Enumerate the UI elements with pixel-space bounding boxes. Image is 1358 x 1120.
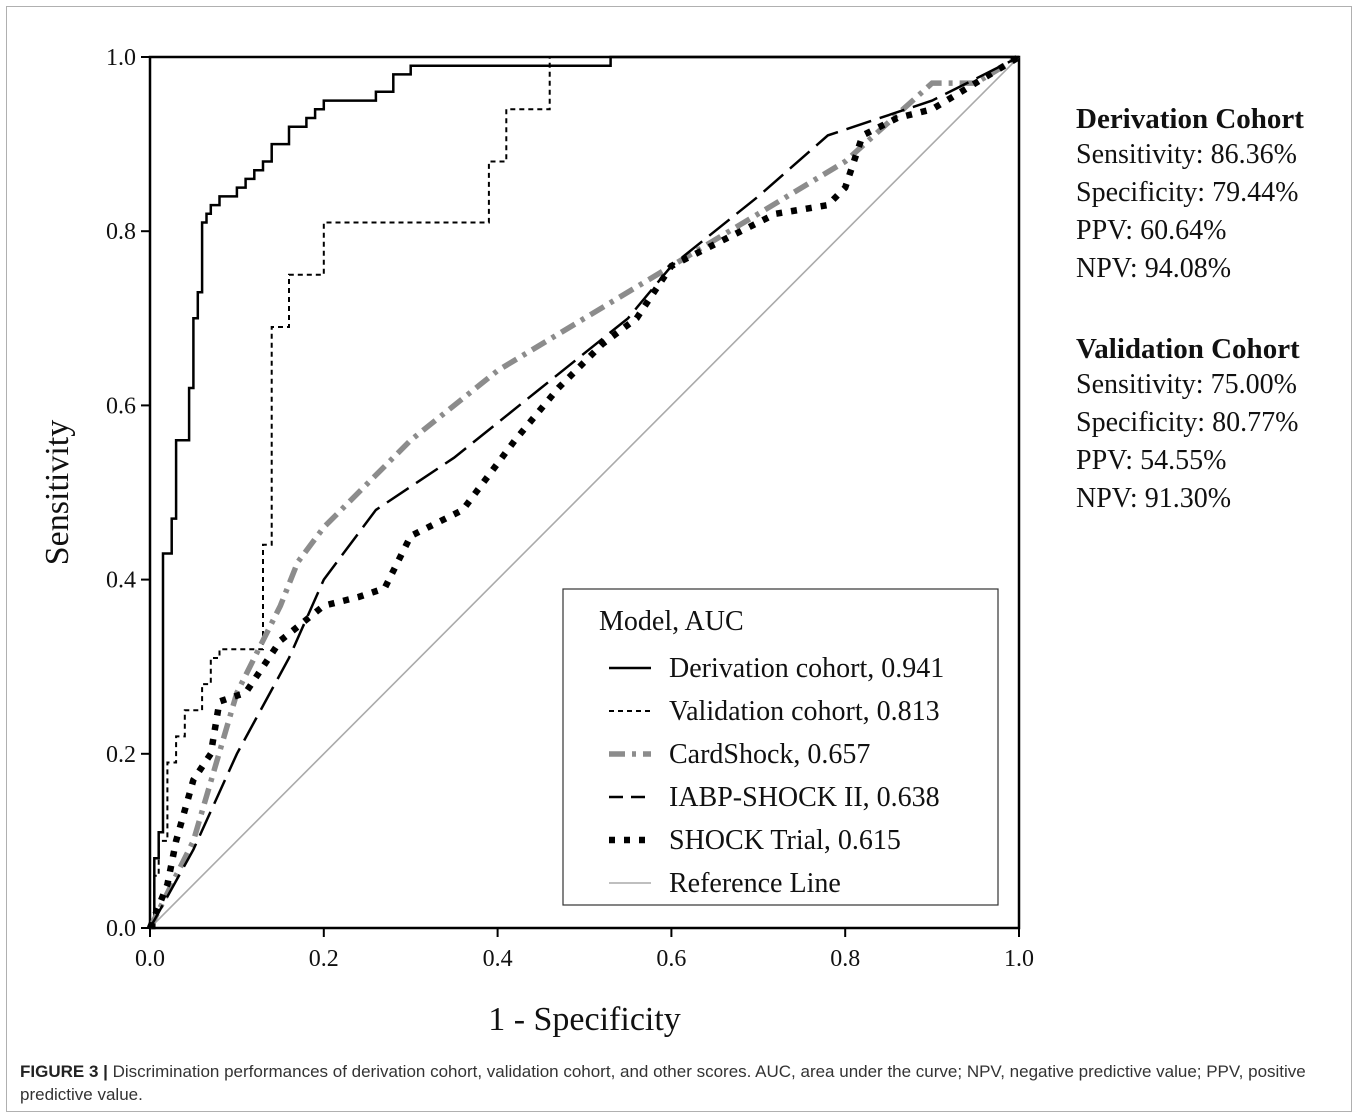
x-tick-label: 0.8 [830, 946, 860, 972]
series-line-5 [149, 56, 1020, 929]
x-tick-label: 1.0 [1004, 946, 1034, 972]
legend-label-4: SHOCK Trial, 0.615 [669, 825, 901, 856]
validation-npv: NPV: 91.30% [1076, 483, 1232, 514]
y-tick-label: 0.6 [106, 393, 136, 419]
validation-stats: Validation Cohort Sensitivity: 75.00% Sp… [1076, 332, 1300, 518]
series-line-0 [150, 55, 1019, 930]
y-tick-label: 0.2 [106, 742, 136, 768]
derivation-ppv: PPV: 60.64% [1076, 215, 1227, 246]
figure-frame [6, 6, 1352, 1112]
roc-chart: 0.0 0.2 0.4 0.6 0.8 1.0 0.0 0.2 0.4 0.6 0.8 1.0 1 - … [39, 45, 1034, 1038]
x-axis-label: 1 - Specificity [488, 1001, 681, 1038]
figure-caption-text: Discrimination performances of derivatio… [20, 1062, 1306, 1104]
series-line-1 [150, 56, 1019, 929]
legend-label-2: CardShock, 0.657 [669, 739, 870, 770]
derivation-sensitivity: Sensitivity: 86.36% [1076, 139, 1297, 170]
y-tick-label: 1.0 [106, 45, 136, 71]
derivation-stats-title: Derivation Cohort [1076, 103, 1304, 135]
y-axis-label: Sensitivity [39, 420, 76, 565]
legend-title: Model, AUC [599, 606, 744, 637]
x-tick-label: 0.4 [483, 946, 513, 972]
derivation-specificity: Specificity: 79.44% [1076, 177, 1299, 208]
validation-sensitivity: Sensitivity: 75.00% [1076, 369, 1297, 400]
x-tick-label: 0.6 [656, 946, 686, 972]
figure-caption: FIGURE 3 | Discrimination performances o… [20, 1060, 1338, 1106]
validation-stats-title: Validation Cohort [1076, 333, 1300, 365]
validation-ppv: PPV: 54.55% [1076, 445, 1227, 476]
legend-label-1: Validation cohort, 0.813 [669, 696, 940, 727]
y-tick-label: 0.4 [106, 568, 136, 594]
y-tick-label: 0.0 [106, 916, 136, 942]
legend-label-5: Reference Line [669, 868, 841, 899]
legend-label-3: IABP-SHOCK II, 0.638 [669, 782, 940, 813]
figure-label: FIGURE 3 | [20, 1062, 108, 1081]
series-line-3 [148, 55, 1020, 929]
series-line-4 [146, 54, 1021, 930]
legend-box [562, 588, 999, 906]
x-tick-label: 0.0 [135, 946, 165, 972]
validation-specificity: Specificity: 80.77% [1076, 407, 1299, 438]
x-tick-label: 0.2 [309, 946, 339, 972]
derivation-stats: Derivation Cohort Sensitivity: 86.36% Sp… [1076, 102, 1304, 288]
y-tick-label: 0.8 [106, 219, 136, 245]
derivation-npv: NPV: 94.08% [1076, 253, 1232, 284]
legend-label-0: Derivation cohort, 0.941 [669, 653, 944, 684]
